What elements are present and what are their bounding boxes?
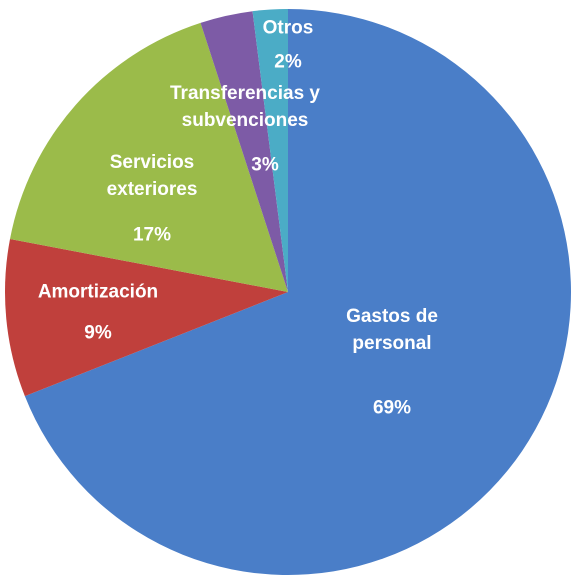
slice-label: Otros: [262, 17, 314, 39]
slice-label: Transferencias y subvenciones: [170, 83, 320, 131]
slice-value-label: 69%: [372, 397, 412, 419]
pie-slice: [200, 11, 288, 293]
slice-value-label: 3%: [251, 154, 279, 176]
slice-label: Servicios exteriores: [106, 152, 198, 200]
pie-slice: [10, 22, 289, 292]
slice-value-label: 17%: [132, 224, 172, 246]
slice-label: Gastos de personal: [346, 306, 438, 354]
pie-slice: [24, 9, 571, 575]
slice-value-label: 2%: [274, 51, 302, 73]
slice-value-label: 9%: [84, 322, 112, 344]
pie-slice: [252, 9, 288, 292]
pie-slice: [4, 238, 288, 397]
slice-label: Amortización: [37, 281, 159, 303]
